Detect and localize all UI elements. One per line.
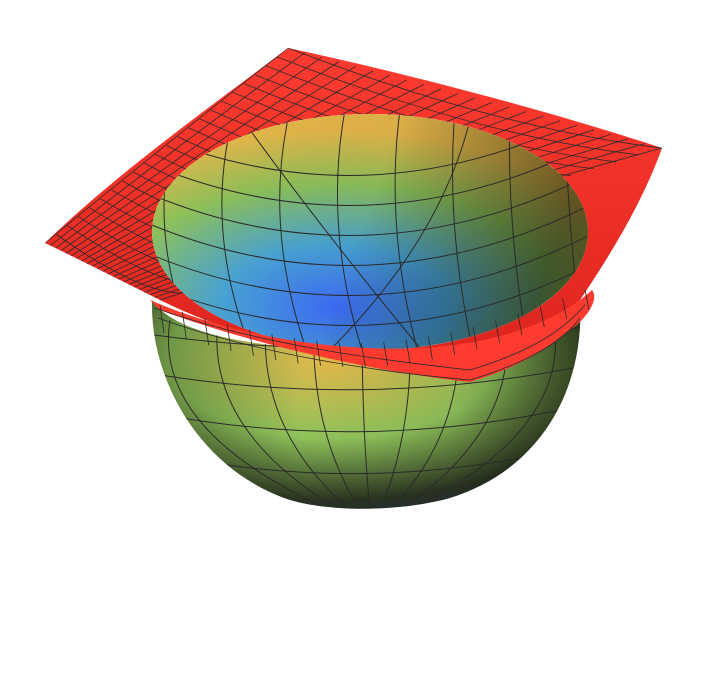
- mesh-line: [287, 48, 662, 149]
- mesh-line: [279, 114, 311, 350]
- mesh-line: [452, 114, 476, 350]
- mesh-line: [450, 332, 456, 356]
- mesh-line: [293, 337, 299, 364]
- mesh-line: [495, 320, 500, 343]
- mesh-line: [360, 342, 366, 368]
- mesh-line: [405, 339, 411, 364]
- mesh-line: [249, 129, 431, 350]
- mesh-line: [49, 52, 306, 246]
- mesh-line: [539, 306, 545, 328]
- mesh-line: [562, 298, 568, 319]
- mesh-line: [181, 311, 187, 340]
- mesh-line: [157, 317, 581, 381]
- mesh-line: [152, 139, 588, 206]
- mesh-line: [152, 199, 588, 266]
- mesh-line: [336, 114, 366, 350]
- mesh-line: [517, 313, 523, 336]
- mesh-line: [60, 61, 340, 252]
- mesh-line: [271, 334, 277, 361]
- mesh-line: [472, 326, 478, 350]
- mesh-line: [584, 289, 590, 311]
- rim-front-lip: [150, 289, 595, 382]
- mesh-line: [409, 319, 557, 509]
- mesh-line: [264, 319, 351, 509]
- mesh-line: [204, 317, 210, 346]
- mesh-line: [55, 56, 323, 249]
- mesh-line: [428, 336, 433, 360]
- mesh-line: [152, 229, 588, 296]
- mesh-line: [216, 319, 341, 509]
- mesh-line: [226, 323, 232, 351]
- mesh-line: [151, 357, 581, 391]
- mesh-line: [338, 342, 344, 368]
- mesh-line: [168, 319, 331, 509]
- mesh-line: [152, 259, 588, 326]
- mesh-line: [249, 329, 254, 356]
- mesh-line: [316, 340, 321, 366]
- mesh-line: [394, 114, 421, 350]
- mesh-line: [152, 169, 588, 236]
- mesh-line: [154, 304, 586, 371]
- mesh-line: [45, 48, 289, 244]
- mesh-line: [151, 395, 581, 433]
- mesh-line: [55, 233, 183, 294]
- mesh-line: [383, 341, 389, 366]
- bowl-inner-surface: [152, 114, 588, 350]
- mesh-line: [329, 119, 471, 350]
